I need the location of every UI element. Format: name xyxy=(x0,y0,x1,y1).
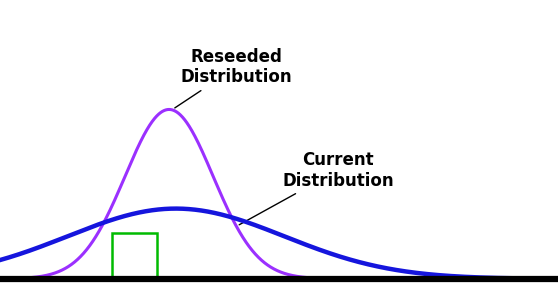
Text: Current
Distribution: Current Distribution xyxy=(239,151,394,225)
Text: Reseeded
Distribution: Reseeded Distribution xyxy=(175,48,292,108)
Bar xyxy=(112,233,157,279)
